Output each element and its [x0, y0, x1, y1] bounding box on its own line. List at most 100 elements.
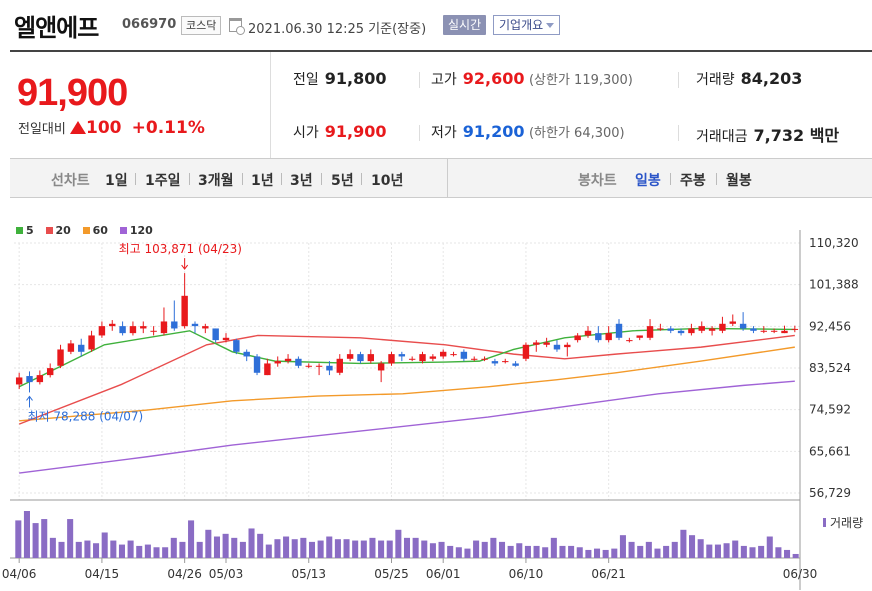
volume-bar	[58, 541, 65, 558]
tab-5years[interactable]: 5년	[331, 173, 354, 189]
volume-bar	[438, 541, 445, 558]
volume-bar	[378, 540, 385, 558]
volume-bar	[101, 532, 108, 558]
candle-body	[222, 337, 230, 341]
company-overview-dropdown[interactable]: 기업개요	[493, 15, 561, 35]
tab-1year[interactable]: 1년	[251, 173, 274, 189]
volume-bar	[162, 547, 169, 558]
candle-body	[264, 363, 271, 376]
divider	[281, 173, 282, 185]
volume-bar	[395, 529, 402, 558]
volume-bar	[740, 545, 747, 558]
volume-bar	[265, 544, 272, 558]
y-tick-label: 74,592	[809, 403, 851, 417]
ma120-line	[19, 380, 795, 474]
candle-body	[119, 326, 126, 334]
ma60-label: 60	[92, 224, 108, 237]
candle-body	[781, 330, 788, 334]
candle-body	[564, 344, 571, 348]
y-tick-label: 110,320	[809, 236, 859, 250]
volume-bar	[334, 539, 341, 558]
volume-bar	[196, 541, 203, 558]
open-value: 91,900	[324, 122, 387, 141]
candle-body	[450, 354, 457, 356]
volume-bar	[412, 537, 419, 558]
ma5-swatch	[16, 227, 23, 234]
candle-body	[57, 349, 64, 366]
volume-bar	[706, 544, 713, 558]
change-value: 100	[85, 118, 122, 138]
volume-bar	[110, 540, 117, 558]
volume-bar	[671, 541, 678, 558]
candle-body	[512, 363, 519, 366]
divider	[678, 72, 679, 88]
tab-weekly[interactable]: 주봉	[680, 173, 706, 189]
tab-3months[interactable]: 3개월	[198, 173, 234, 189]
candle-body	[791, 328, 799, 330]
ma60-line	[19, 346, 795, 422]
ma20-line	[18, 334, 795, 425]
volume-bar	[473, 540, 480, 558]
candle-body	[212, 328, 219, 341]
volume-bar	[516, 543, 523, 558]
market-badge: 코스닥	[181, 16, 222, 35]
candle-body	[336, 358, 343, 373]
candle-body	[357, 354, 364, 362]
volume-bar	[498, 541, 506, 558]
volume-bar	[619, 535, 626, 558]
volume-bar	[188, 520, 195, 558]
candle-body	[760, 330, 768, 332]
x-tick-label: 04/26	[167, 567, 202, 581]
candle-chart-label: 봉차트	[578, 173, 617, 189]
y-tick-label: 65,661	[809, 444, 851, 458]
realtime-button[interactable]: 실시간	[443, 15, 487, 35]
volume-bar	[775, 547, 782, 558]
prev-close: 전일 91,800	[293, 69, 387, 89]
x-tick-label: 06/10	[509, 567, 544, 581]
tab-1week[interactable]: 1주일	[145, 173, 181, 189]
volume: 거래량 84,203	[696, 69, 802, 89]
candle-body	[46, 368, 54, 376]
volume-bar	[352, 540, 359, 558]
volume-bar	[136, 545, 143, 558]
volume-bar	[429, 543, 436, 558]
tab-3years[interactable]: 3년	[290, 173, 313, 189]
y-axis: 110,320 101,388 92,456 83,524 74,592 65,661 56…	[809, 236, 859, 500]
y-tick-label: 92,456	[809, 319, 851, 333]
tab-10years[interactable]: 10년	[371, 173, 404, 189]
prev-close-label: 전일	[293, 72, 319, 88]
volume-bar	[421, 540, 428, 558]
volume-bar	[481, 541, 488, 558]
candle-body	[36, 375, 44, 383]
tab-monthly[interactable]: 월봉	[726, 173, 752, 189]
volume-bar	[231, 537, 238, 558]
divider	[361, 173, 362, 185]
volume-bar	[239, 541, 246, 558]
volume-bar	[317, 540, 324, 558]
tab-daily[interactable]: 일봉	[635, 173, 661, 189]
candle-body	[67, 343, 75, 352]
divider	[321, 173, 322, 185]
candle-body	[636, 335, 643, 338]
volume-bar	[343, 539, 350, 558]
volume-bar	[723, 543, 730, 558]
stock-code: 066970	[122, 17, 177, 32]
volume-bar	[213, 536, 221, 558]
volume-bar	[84, 540, 91, 558]
candle-body	[15, 377, 23, 385]
lower-limit: (하한가 64,300)	[528, 126, 625, 141]
company-overview-label: 기업개요	[499, 18, 544, 32]
volume-bar	[153, 547, 160, 558]
volume-bars: 거래량	[15, 511, 863, 558]
tab-1day[interactable]: 1일	[105, 173, 128, 189]
candle-body	[233, 340, 240, 352]
y-tick-label: 56,729	[809, 486, 851, 500]
candle-body	[346, 354, 354, 359]
volume-bar	[663, 545, 670, 558]
volume-bar	[637, 545, 644, 558]
volume-bar	[360, 540, 367, 558]
candle-body	[160, 321, 168, 334]
x-tick-label: 05/25	[374, 567, 409, 581]
candle-body	[708, 328, 716, 331]
